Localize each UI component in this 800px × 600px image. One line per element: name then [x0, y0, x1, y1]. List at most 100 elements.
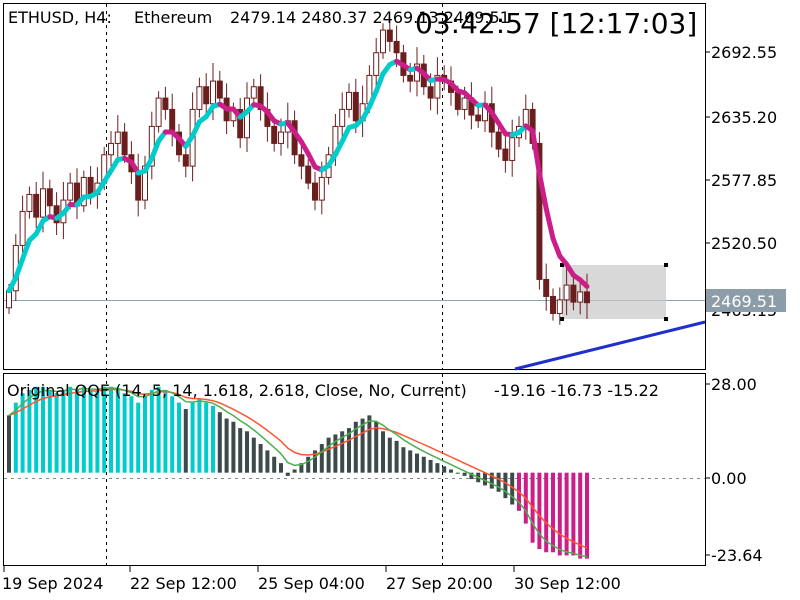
rectangle-handle[interactable] [664, 317, 668, 321]
price-tick-label: 2577.85 [711, 171, 777, 190]
histogram-bar [122, 393, 127, 473]
ma-segment [577, 277, 590, 289]
ma-segment [530, 128, 542, 176]
candle-body [33, 193, 40, 218]
histogram-bar [265, 450, 270, 473]
histogram-bar [387, 437, 392, 473]
histogram-bar [149, 389, 154, 473]
candle-body [454, 91, 461, 110]
indicator-values: -19.16 -16.73 -15.22 [494, 381, 659, 400]
moving-average [6, 58, 590, 294]
histogram-bar [115, 389, 120, 473]
trend-line[interactable] [514, 320, 706, 371]
candle-body [6, 290, 12, 309]
candle-body [210, 80, 216, 105]
histogram-bar [27, 389, 32, 473]
candle-body [40, 188, 46, 218]
histogram-bar [435, 463, 440, 473]
histogram-bar [231, 421, 236, 473]
candle-body [46, 188, 53, 207]
histogram-bar [537, 472, 542, 550]
candle-body [244, 97, 250, 139]
histogram-bar [510, 472, 515, 505]
candle-body [461, 97, 468, 110]
ma-segment [373, 71, 386, 94]
candle-body [584, 291, 590, 304]
candle-body [373, 52, 380, 76]
histogram-bar [299, 463, 304, 473]
histogram-bar [292, 469, 297, 473]
rectangle-handle[interactable] [560, 317, 564, 321]
histogram-bar [136, 402, 141, 473]
candle-body [563, 284, 570, 301]
candle-body [475, 114, 482, 122]
rectangle-handle[interactable] [664, 263, 668, 267]
ma-segment [536, 170, 549, 212]
histogram-bar [381, 431, 385, 473]
histogram-bar [326, 437, 331, 473]
histogram-bar [442, 466, 447, 473]
candle-body [502, 148, 509, 161]
histogram-bar [489, 472, 494, 489]
time-tick-label: 19 Sep 2024 [2, 574, 103, 593]
ma-segment [149, 138, 162, 161]
candle-body [155, 97, 162, 127]
histogram-bar [109, 386, 113, 473]
candle-body [312, 182, 318, 201]
histogram-bar [421, 456, 426, 473]
qqe-histogram [7, 386, 589, 559]
candle-body [570, 284, 577, 303]
histogram-bar [415, 453, 419, 473]
histogram-bar [129, 396, 134, 473]
candle-body [162, 97, 169, 110]
histogram-bar [313, 450, 317, 473]
ma-segment [190, 119, 202, 139]
time-tick-label: 27 Sep 20:00 [386, 574, 493, 593]
bar-timer: 03:42:57 [12:17:03] [415, 7, 697, 40]
candle-body [250, 86, 257, 99]
histogram-bar [353, 421, 358, 473]
candle-body [182, 154, 189, 167]
candle-body [577, 291, 584, 303]
histogram-bar [544, 472, 549, 553]
candle-body [305, 165, 312, 184]
histogram-bar [204, 402, 209, 473]
histogram-bar [374, 421, 379, 473]
indicator-title: Original QQE (14, 5, 14, 1.618, 2.618, C… [7, 381, 467, 400]
price-tick-label: 2635.20 [711, 108, 777, 127]
histogram-bar [503, 472, 508, 499]
histogram-bar [34, 386, 39, 473]
rectangle-handle[interactable] [560, 263, 564, 267]
indicator-tick-label: 28.00 [711, 375, 757, 394]
qqe-fast-line [8, 386, 588, 558]
histogram-bar [360, 418, 365, 473]
histogram-bar [571, 472, 576, 556]
histogram-bar [102, 386, 107, 473]
histogram-bar [20, 393, 25, 473]
candle-body [216, 80, 223, 99]
ma-segment [366, 88, 379, 110]
histogram-bar [564, 472, 569, 556]
histogram-bar [272, 456, 277, 473]
histogram-bar [367, 415, 372, 473]
candle-body [509, 137, 516, 161]
time-tick-label: 22 Sep 12:00 [130, 574, 237, 593]
candle-body [67, 182, 74, 201]
histogram-bar [285, 472, 290, 476]
histogram-bar [245, 431, 249, 473]
candle-body [536, 142, 543, 280]
histogram-bar [279, 463, 283, 473]
symbol-label: ETHUSD, H4: [8, 8, 112, 27]
histogram-bar [469, 472, 474, 480]
candle-body [298, 154, 305, 167]
candle-body [556, 299, 563, 314]
histogram-bar [551, 472, 555, 553]
histogram-bar [258, 444, 263, 473]
histogram-bar [197, 399, 202, 473]
ma-segment [13, 256, 26, 281]
ma-segment [20, 237, 32, 262]
histogram-bar [81, 386, 86, 473]
histogram-bar [428, 459, 433, 473]
histogram-bar [95, 389, 100, 473]
histogram-bar [183, 409, 188, 473]
